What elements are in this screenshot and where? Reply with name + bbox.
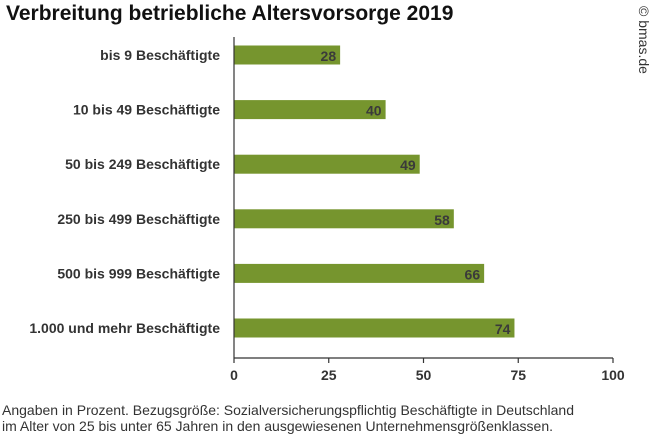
footnote-line-2: im Alter von 25 bis unter 65 Jahren in d…	[2, 418, 553, 434]
bar-1	[234, 45, 341, 65]
x-tick-label-4: 75	[510, 367, 526, 383]
x-tick-label-5: 100	[601, 367, 625, 383]
bar-3	[234, 154, 420, 174]
bar-4	[234, 209, 454, 229]
value-label-5: 66	[465, 266, 481, 282]
category-label-2: 10 bis 49 Beschäftigte	[73, 102, 220, 118]
category-label-5: 500 bis 999 Beschäftigte	[57, 265, 220, 281]
value-label-4: 58	[434, 212, 450, 228]
value-label-6: 74	[495, 321, 511, 337]
footnote-line-1: Angaben in Prozent. Bezugsgröße: Sozialv…	[2, 402, 574, 418]
category-label-4: 250 bis 499 Beschäftigte	[57, 211, 220, 227]
bar-5	[234, 263, 485, 283]
x-tick-label-1: 0	[230, 367, 238, 383]
bar-2	[234, 100, 386, 120]
x-tick-label-3: 50	[416, 367, 432, 383]
value-label-1: 28	[321, 48, 337, 64]
category-label-1: bis 9 Beschäftigte	[100, 47, 220, 63]
category-label-6: 1.000 und mehr Beschäftigte	[29, 320, 220, 336]
footnote: Angaben in Prozent. Bezugsgröße: Sozialv…	[2, 402, 660, 434]
value-label-3: 49	[400, 157, 416, 173]
category-label-3: 50 bis 249 Beschäftigte	[65, 156, 220, 172]
value-label-2: 40	[366, 103, 382, 119]
bar-6	[234, 318, 515, 338]
x-tick-label-2: 25	[321, 367, 337, 383]
chart-title: Verbreitung betriebliche Altersvorsorge …	[6, 2, 454, 25]
bar-chart: bis 9 Beschäftigte 28 10 bis 49 Beschäftig…	[29, 37, 625, 383]
